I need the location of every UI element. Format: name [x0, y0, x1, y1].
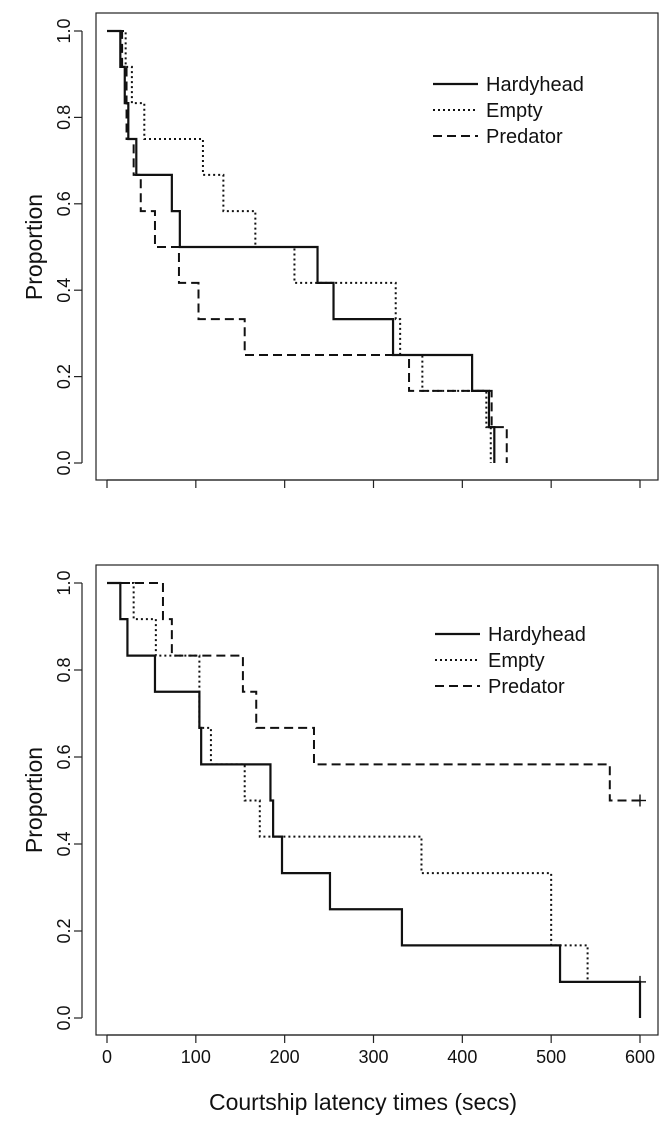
- top-y-tick-label: 0.2: [54, 364, 74, 389]
- bottom-x-tick-label: 600: [625, 1047, 655, 1067]
- bottom-legend-predator-label: Predator: [488, 676, 565, 698]
- bottom-series-predator-line: [107, 582, 640, 802]
- top-legend-hardyhead-label: Hardyhead: [486, 74, 584, 96]
- bottom-x-tick-label: 500: [536, 1047, 566, 1067]
- bottom-y-axis-title: Proportion: [21, 747, 47, 853]
- bottom-series-layer: [107, 581, 646, 1018]
- bottom-series-hardyhead-line: [107, 581, 642, 1018]
- bottom-y-tick-label: 0.4: [54, 831, 74, 856]
- top-legend: Hardyhead Empty Predator: [433, 74, 584, 148]
- bottom-y-axis: Proportion 0.0 0.2 0.4 0.6 0.8 1.0: [21, 570, 83, 1031]
- top-chart-panel: Proportion 0.0 0.2 0.4 0.6 0.8 1.0 Hardyhead …: [21, 12, 659, 488]
- top-y-tick-label: 0.4: [54, 278, 74, 303]
- bottom-x-tick-label: 100: [181, 1047, 211, 1067]
- bottom-x-tick-label: 400: [447, 1047, 477, 1067]
- top-y-tick-label: 0.8: [54, 105, 74, 130]
- top-y-tick-label: 0.6: [54, 191, 74, 216]
- bottom-y-tick-label: 0.6: [54, 744, 74, 769]
- top-y-tick-label: 1.0: [54, 18, 74, 43]
- bottom-x-axis-title: Courtship latency times (secs): [209, 1089, 517, 1115]
- bottom-x-axis: Courtship latency times (secs) 0 100 200 30…: [102, 1034, 655, 1115]
- top-y-axis: Proportion 0.0 0.2 0.4 0.6 0.8 1.0: [21, 18, 83, 476]
- bottom-x-tick-label: 0: [102, 1047, 112, 1067]
- top-y-tick-label: 0.0: [54, 450, 74, 475]
- top-legend-predator-label: Predator: [486, 126, 563, 148]
- top-legend-empty-label: Empty: [486, 100, 543, 122]
- top-y-axis-title: Proportion: [21, 194, 47, 300]
- bottom-y-tick-label: 0.8: [54, 657, 74, 682]
- bottom-y-tick-label: 0.2: [54, 918, 74, 943]
- bottom-x-tick-label: 300: [358, 1047, 388, 1067]
- top-x-axis: [106, 479, 641, 488]
- bottom-legend: Hardyhead Empty Predator: [435, 624, 586, 698]
- bottom-x-tick-label: 200: [270, 1047, 300, 1067]
- top-series-predator-line: [107, 30, 508, 463]
- top-series-layer: [107, 29, 508, 463]
- bottom-y-tick-label: 0.0: [54, 1005, 74, 1030]
- bottom-chart-panel: Proportion 0.0 0.2 0.4 0.6 0.8 1.0 Courtship …: [21, 564, 659, 1115]
- bottom-legend-hardyhead-label: Hardyhead: [488, 624, 586, 646]
- bottom-legend-empty-label: Empty: [488, 650, 545, 672]
- bottom-y-tick-label: 1.0: [54, 570, 74, 595]
